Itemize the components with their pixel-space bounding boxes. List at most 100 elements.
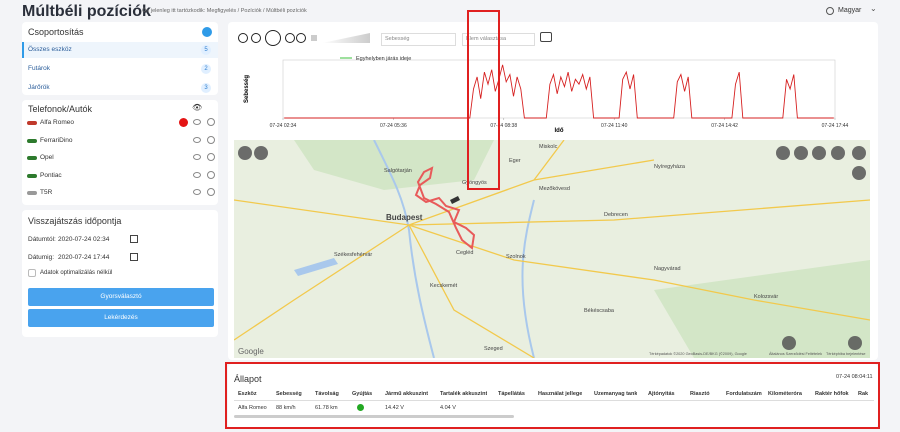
device-name[interactable]: T5R xyxy=(40,189,53,196)
field-value[interactable]: 2020-07-24 17:44 xyxy=(58,254,110,261)
device-name[interactable]: Opel xyxy=(40,154,54,161)
calendar-icon[interactable] xyxy=(130,235,138,243)
column-header[interactable]: Használat jellege xyxy=(538,391,583,397)
column-header[interactable]: Üzemanyag tank xyxy=(594,391,638,397)
group-item[interactable]: Járőrök xyxy=(28,84,50,91)
visibility-toggle[interactable] xyxy=(193,136,201,143)
devices-card xyxy=(22,100,218,205)
field-value[interactable]: 2020-07-24 02:34 xyxy=(58,236,110,243)
device-name[interactable]: Alfa Romeo xyxy=(40,119,74,126)
visibility-toggle[interactable] xyxy=(193,119,201,125)
car-icon xyxy=(27,191,37,195)
player-button[interactable] xyxy=(238,33,248,43)
map-control[interactable] xyxy=(852,146,866,160)
city-label: Miskolc xyxy=(539,144,558,150)
city-label: Békéscsaba xyxy=(584,308,615,314)
map-terms: Általános Szerződési Feltételek xyxy=(769,352,822,356)
locate-button[interactable] xyxy=(207,188,215,196)
player-button[interactable] xyxy=(285,33,295,43)
group-item[interactable]: Futárok xyxy=(28,65,51,72)
checkbox[interactable] xyxy=(28,269,36,277)
google-logo: Google xyxy=(238,347,264,356)
card-title: Telefonok/Autók xyxy=(28,104,93,114)
quick-button[interactable]: Gyorsválasztó xyxy=(28,288,214,306)
map-control[interactable] xyxy=(794,146,808,160)
locate-button[interactable] xyxy=(207,118,215,126)
city-label: Kecskemét xyxy=(430,283,458,289)
column-header[interactable]: Raktér hőfok xyxy=(815,391,849,397)
x-tick-label: 07-24 17:44 xyxy=(822,123,849,129)
stop-button[interactable] xyxy=(311,35,317,41)
cell: 88 km/h xyxy=(276,405,296,411)
group-count: 2 xyxy=(201,64,211,74)
speed-chart: Egyhelyben járás ideje Sebesség Idő 07-24 0… xyxy=(244,56,849,134)
car-icon xyxy=(27,156,37,160)
collapse-button[interactable] xyxy=(202,27,212,37)
visibility-toggle[interactable] xyxy=(193,154,201,160)
map-control[interactable] xyxy=(831,146,845,160)
map-control[interactable] xyxy=(852,166,866,180)
query-button[interactable]: Lekérdezés xyxy=(28,309,214,327)
group-count: 5 xyxy=(201,45,211,55)
checkbox-label: Adatok optimalizálás nélkül xyxy=(40,270,113,276)
column-header[interactable]: Gyújtás xyxy=(352,391,373,397)
city-label: Nyíregyháza xyxy=(654,164,686,170)
car-icon xyxy=(27,121,37,125)
column-header[interactable]: Rak xyxy=(858,391,869,397)
locate-button[interactable] xyxy=(207,153,215,161)
device-name[interactable]: Pontiac xyxy=(40,171,62,179)
language[interactable]: Magyar xyxy=(838,7,862,14)
roads xyxy=(234,140,870,358)
locate-button[interactable] xyxy=(207,170,215,179)
map-control[interactable] xyxy=(776,146,790,160)
chevron: ⌄ xyxy=(870,4,877,13)
grouping-card xyxy=(22,22,218,95)
card-title: Csoportosítás xyxy=(28,27,84,37)
city-label: Gyöngyös xyxy=(462,180,487,186)
highlight-box xyxy=(225,362,880,429)
locate-button[interactable] xyxy=(207,135,215,144)
column-header[interactable]: Ajtónyitás xyxy=(648,391,675,397)
column-header[interactable]: Riasztó xyxy=(690,391,710,397)
x-tick-label: 07-24 05:36 xyxy=(380,123,407,129)
player-button[interactable] xyxy=(265,30,281,46)
player-button[interactable] xyxy=(296,33,306,43)
map-control[interactable] xyxy=(782,336,796,350)
speed-slider[interactable] xyxy=(322,33,370,43)
column-header[interactable]: Fordulatszám xyxy=(726,391,762,397)
cell: 14.42 V xyxy=(385,405,404,411)
column-header[interactable]: Jármű akkuszint xyxy=(385,391,429,397)
car-icon xyxy=(27,138,37,143)
column-header[interactable]: Tápellátás xyxy=(498,391,525,397)
city-label: Kolozsvár xyxy=(754,294,778,300)
lake xyxy=(294,258,338,276)
map-attribution: Térképadatok ©2020 GeoBasis-DE/BKG (©200… xyxy=(649,352,747,356)
group-item[interactable]: Összes eszköz xyxy=(28,46,72,53)
column-header[interactable]: Eszköz xyxy=(238,391,257,397)
map-control[interactable] xyxy=(254,146,268,160)
city-label: Debrecen xyxy=(604,212,628,218)
ignition-indicator xyxy=(357,404,364,411)
map-control[interactable] xyxy=(848,336,862,350)
city-label: Mezőkövesd xyxy=(539,186,570,192)
city-label: Salgótarján xyxy=(384,168,412,174)
column-header[interactable]: Távolság xyxy=(315,391,339,397)
car-icon xyxy=(27,173,37,178)
map-control[interactable] xyxy=(812,146,826,160)
vehicle-icon[interactable] xyxy=(540,32,552,42)
calendar-icon[interactable] xyxy=(130,253,138,261)
column-header[interactable]: Sebesség xyxy=(276,391,302,397)
visibility-toggle[interactable] xyxy=(193,189,201,195)
column-header[interactable]: Tartalék akkuszint xyxy=(440,391,488,397)
device-name[interactable]: FerrariDino xyxy=(40,136,73,144)
status-timestamp: 07-24 08:04:11 xyxy=(836,374,873,380)
map-forest xyxy=(294,140,870,358)
speed-select[interactable]: Sebesség xyxy=(381,33,456,46)
card-title: Visszajátszás időpontja xyxy=(28,216,122,226)
column-header[interactable]: Kilométeróra xyxy=(768,391,802,397)
device-color[interactable] xyxy=(179,118,188,127)
x-tick-label: 07-24 08:38 xyxy=(490,123,517,129)
visibility-toggle[interactable] xyxy=(193,171,201,178)
map-control[interactable] xyxy=(238,146,252,160)
player-button[interactable] xyxy=(251,33,261,43)
